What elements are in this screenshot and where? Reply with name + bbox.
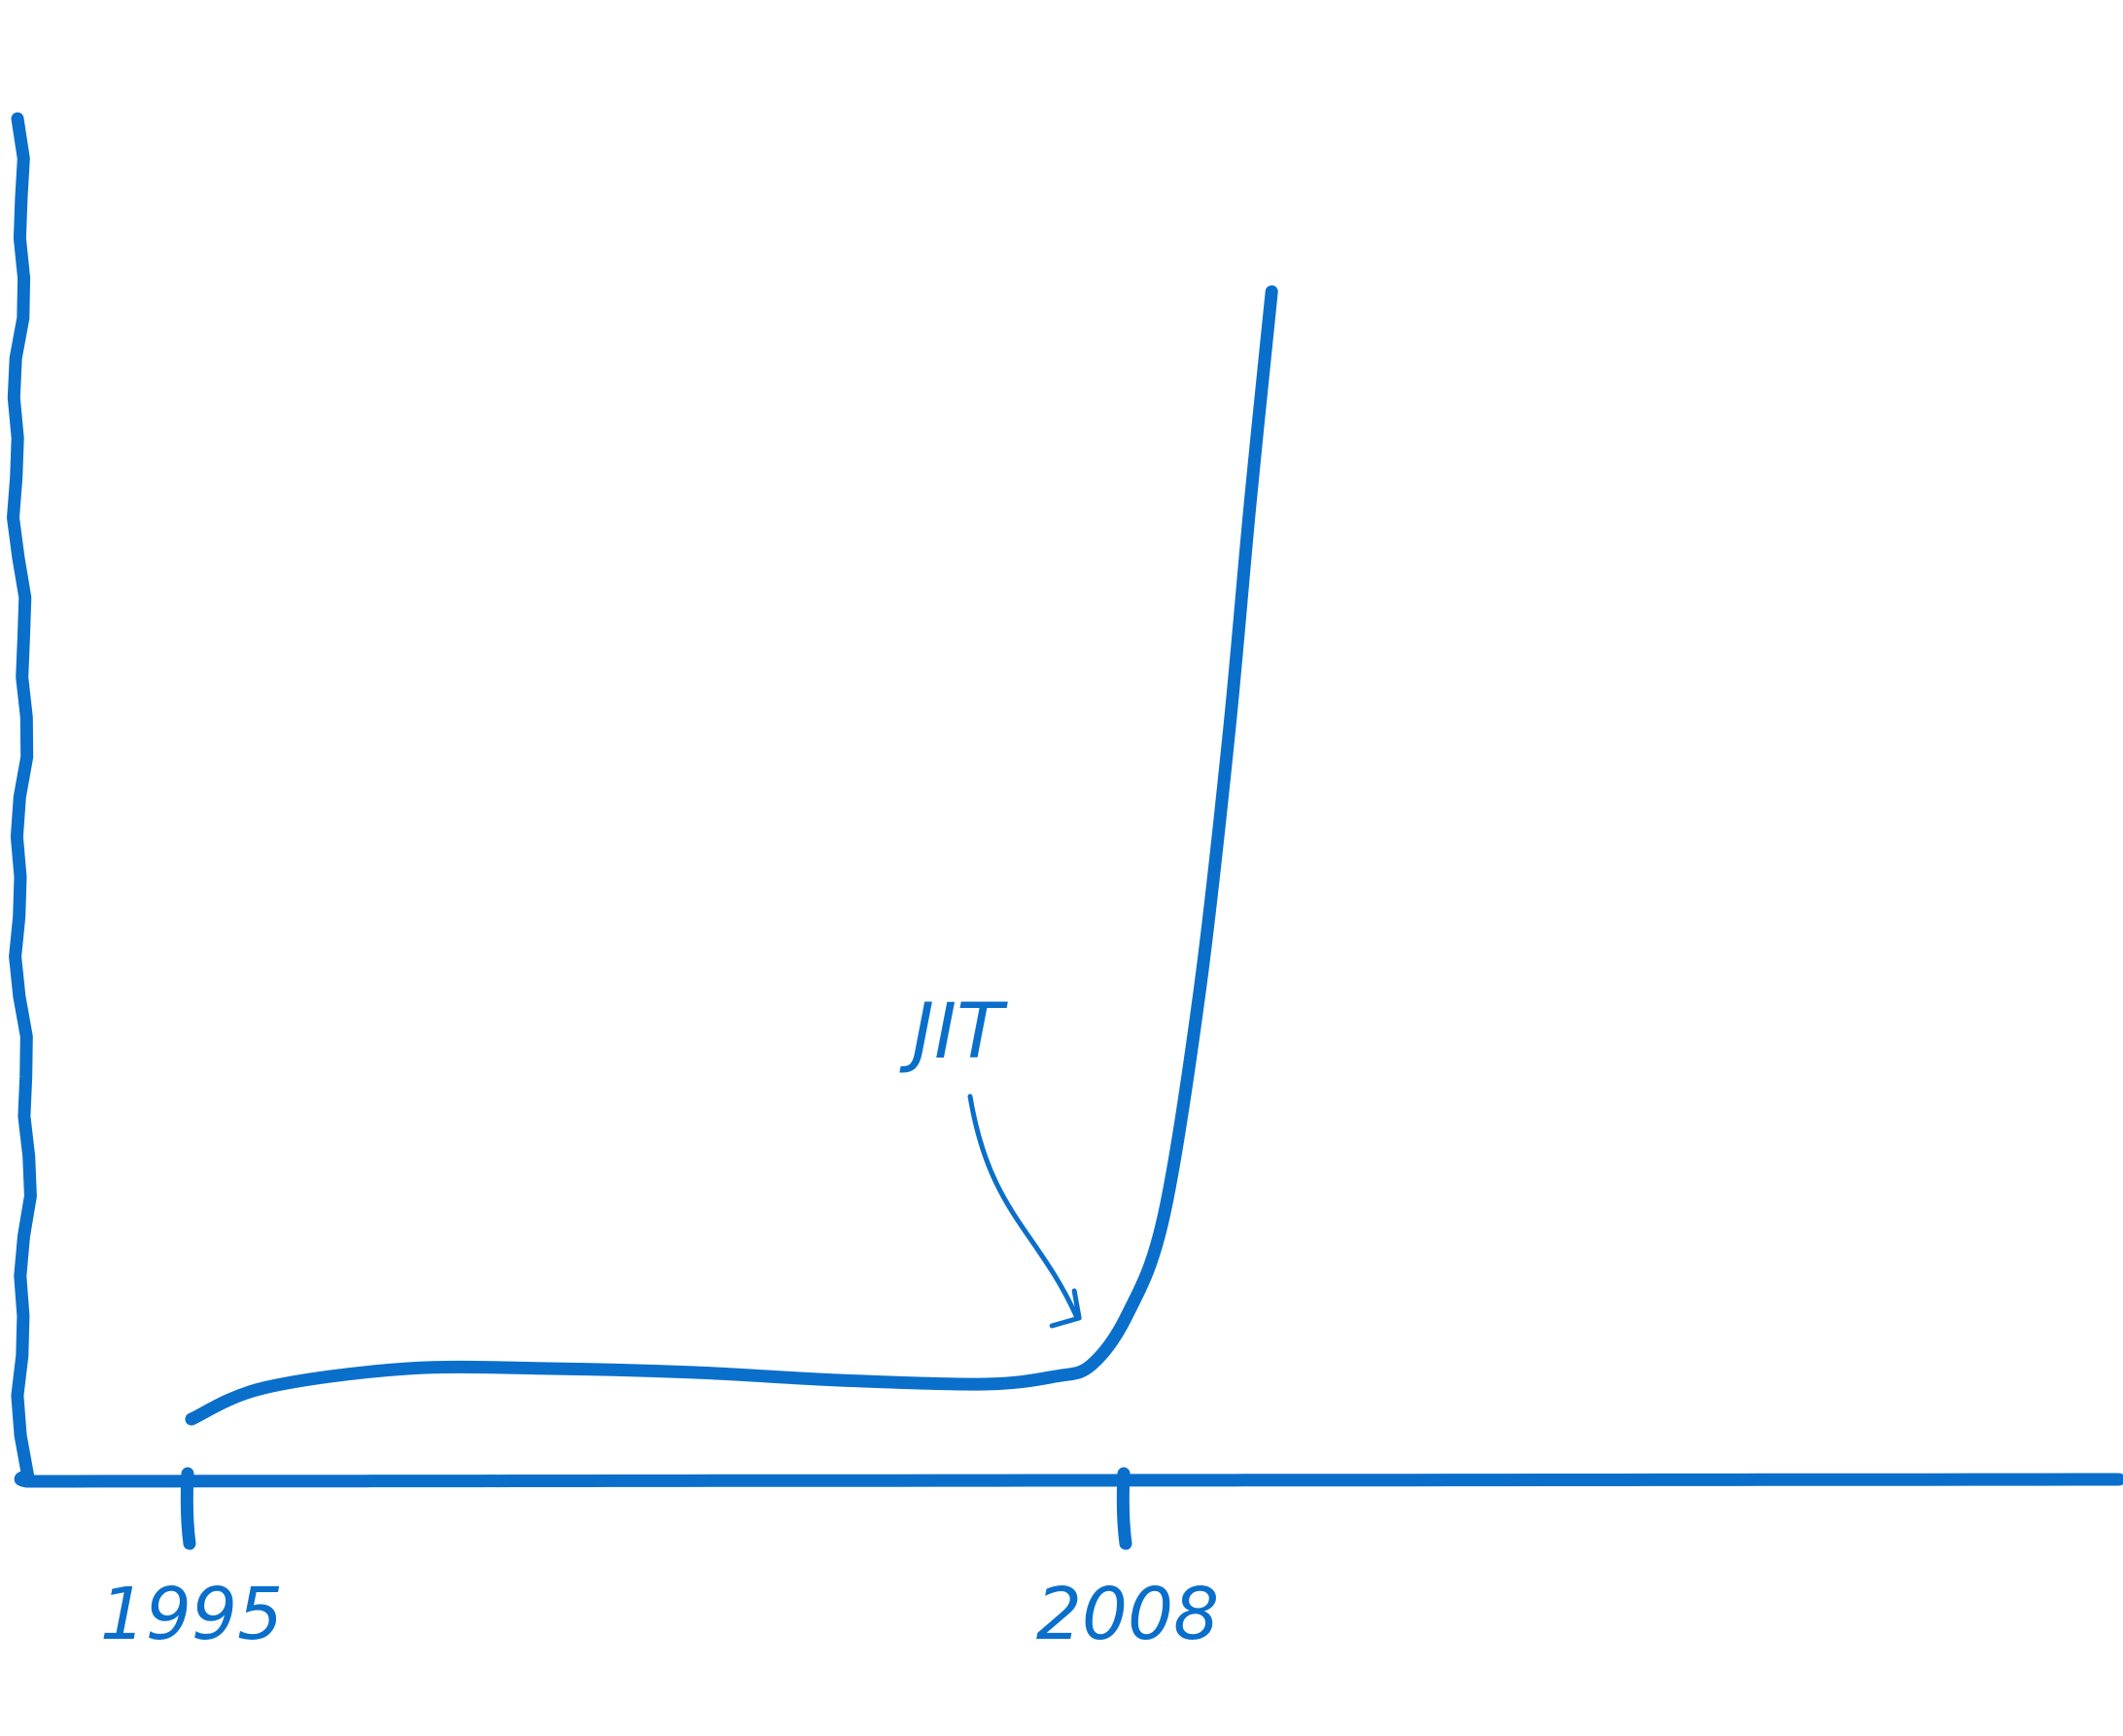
x-tick-2008 xyxy=(1116,1467,1132,1550)
series xyxy=(185,285,1278,1426)
annotation-arrowhead xyxy=(1049,1288,1082,1329)
x-tick-1995 xyxy=(180,1467,196,1550)
annotation-arrow xyxy=(967,1094,1080,1321)
x-tick-label-2008: 2008 xyxy=(1036,1573,1219,1656)
axes xyxy=(7,112,2123,1488)
annotations: JIT xyxy=(899,989,1082,1329)
x-ticks: 1995 2008 xyxy=(100,1467,1219,1656)
series-line-0 xyxy=(185,285,1278,1426)
x-tick-label-1995: 1995 xyxy=(100,1573,283,1656)
y-axis xyxy=(7,112,37,1488)
x-axis xyxy=(20,1473,2123,1488)
annotation-label: JIT xyxy=(899,989,1008,1076)
